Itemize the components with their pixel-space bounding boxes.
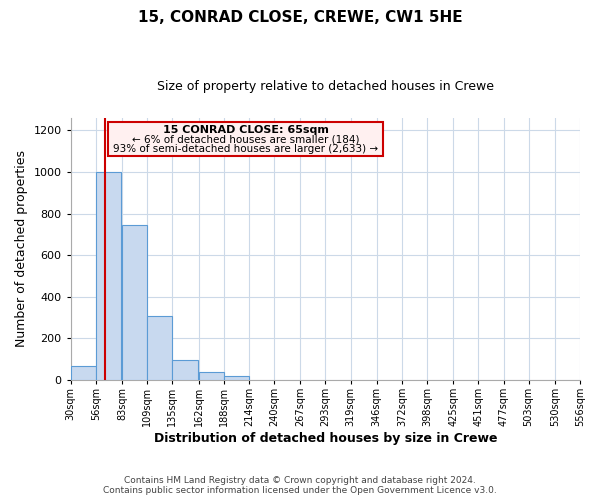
Text: 15, CONRAD CLOSE, CREWE, CW1 5HE: 15, CONRAD CLOSE, CREWE, CW1 5HE (137, 10, 463, 25)
Text: Contains HM Land Registry data © Crown copyright and database right 2024.
Contai: Contains HM Land Registry data © Crown c… (103, 476, 497, 495)
Bar (96, 172, 121, 380)
Bar (122, 225, 147, 380)
Bar (172, 360, 197, 380)
Bar (147, 316, 172, 380)
Title: Size of property relative to detached houses in Crewe: Size of property relative to detached ho… (157, 80, 494, 93)
Bar (71, 366, 96, 380)
Text: 93% of semi-detached houses are larger (2,633) →: 93% of semi-detached houses are larger (… (113, 144, 378, 154)
Text: 15 CONRAD CLOSE: 65sqm: 15 CONRAD CLOSE: 65sqm (163, 124, 328, 134)
Text: ← 6% of detached houses are smaller (184): ← 6% of detached houses are smaller (184… (132, 134, 359, 144)
Bar (224, 376, 249, 380)
FancyBboxPatch shape (107, 122, 383, 156)
Y-axis label: Number of detached properties: Number of detached properties (15, 150, 28, 348)
X-axis label: Distribution of detached houses by size in Crewe: Distribution of detached houses by size … (154, 432, 497, 445)
Bar (199, 372, 224, 380)
